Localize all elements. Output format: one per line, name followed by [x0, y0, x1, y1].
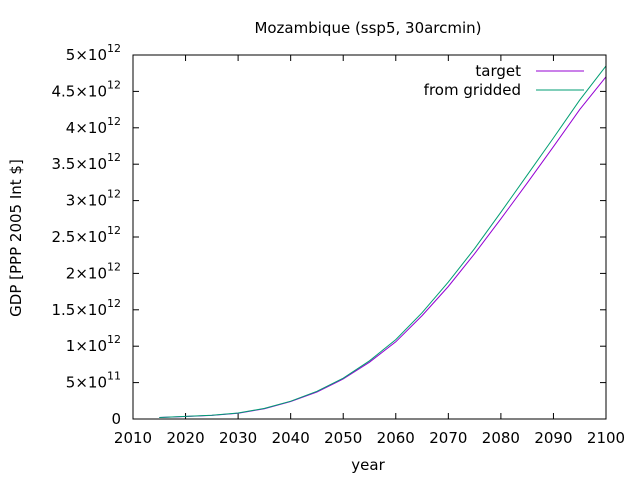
x-tick-label: 2010 — [114, 429, 152, 447]
plot-frame — [132, 54, 607, 420]
x-tick-label: 2030 — [219, 429, 257, 447]
legend-label: target — [475, 62, 521, 80]
x-tick-label: 2060 — [377, 429, 415, 447]
x-tick-label: 2100 — [587, 429, 625, 447]
series-line-from-gridded — [159, 65, 607, 418]
chart-title: Mozambique (ssp5, 30arcmin) — [254, 19, 481, 37]
x-tick-label: 2020 — [166, 429, 204, 447]
legend-label: from gridded — [424, 81, 521, 99]
x-tick-label: 2050 — [324, 429, 362, 447]
y-tick-label: 1.5×1012 — [51, 297, 121, 319]
x-axis-label: year — [351, 456, 385, 474]
y-tick-label: 2×1012 — [66, 260, 121, 282]
y-tick-label: 3×1012 — [66, 188, 121, 210]
y-tick-label: 1×1012 — [66, 333, 121, 355]
y-tick-label: 5×1011 — [66, 370, 121, 392]
x-tick-label: 2090 — [534, 429, 572, 447]
y-tick-label: 3.5×1012 — [51, 151, 121, 173]
plot-layer: 2010 2020 2030 2040 2050 2060 2070 2080 2090 2100… — [51, 42, 625, 447]
y-axis-label: GDP [PPP 2005 Int $] — [7, 159, 25, 317]
y-tick-label: 4×1012 — [66, 115, 121, 137]
y-tick-label: 2.5×1012 — [51, 224, 121, 246]
x-tick-label: 2080 — [482, 429, 520, 447]
y-tick-label: 4.5×1012 — [51, 78, 121, 100]
y-tick-label: 0 — [111, 410, 121, 428]
x-tick-label: 2040 — [272, 429, 310, 447]
y-tick-label: 5×1012 — [66, 42, 121, 64]
series-line-target — [159, 76, 607, 418]
x-tick-label: 2070 — [429, 429, 467, 447]
